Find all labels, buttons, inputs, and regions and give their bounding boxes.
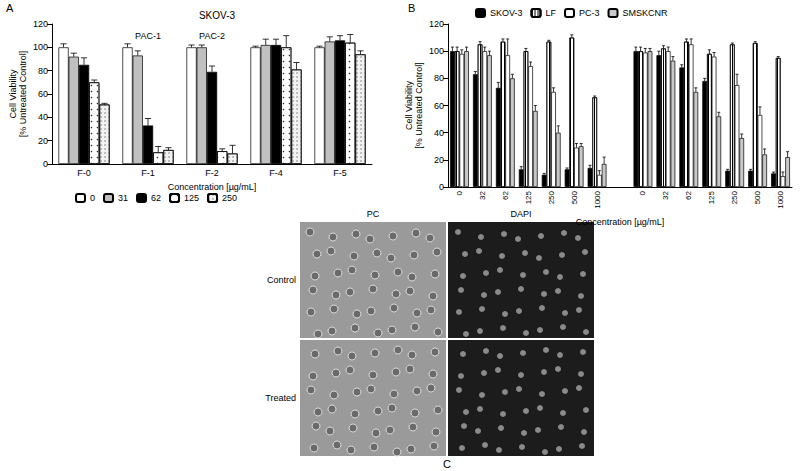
svg-text:62: 62 bbox=[684, 190, 693, 199]
svg-text:Treated: Treated bbox=[265, 393, 296, 403]
svg-text:20: 20 bbox=[434, 155, 444, 165]
svg-text:SKOV-3: SKOV-3 bbox=[199, 10, 236, 21]
svg-text:PC-3: PC-3 bbox=[579, 8, 600, 18]
svg-text:PAC-1: PAC-1 bbox=[135, 31, 161, 41]
svg-text:125: 125 bbox=[524, 190, 533, 204]
svg-text:32: 32 bbox=[661, 190, 670, 199]
svg-text:PAC-2: PAC-2 bbox=[199, 31, 225, 41]
svg-text:0: 0 bbox=[43, 159, 48, 169]
svg-text:Control: Control bbox=[267, 275, 296, 285]
svg-text:250: 250 bbox=[730, 190, 739, 204]
svg-text:Concentration [µg/mL]: Concentration [µg/mL] bbox=[576, 217, 665, 227]
svg-text:120: 120 bbox=[33, 19, 48, 29]
svg-text:100: 100 bbox=[429, 46, 444, 56]
svg-text:0: 0 bbox=[90, 193, 95, 203]
svg-text:32: 32 bbox=[478, 190, 487, 199]
svg-text:40: 40 bbox=[38, 112, 48, 122]
svg-text:Concentration [µg/mL]: Concentration [µg/mL] bbox=[168, 182, 257, 192]
svg-text:0: 0 bbox=[439, 182, 444, 192]
svg-text:C: C bbox=[443, 458, 451, 470]
svg-text:SMSKCNR: SMSKCNR bbox=[623, 8, 669, 18]
svg-text:80: 80 bbox=[38, 66, 48, 76]
svg-text:1000: 1000 bbox=[593, 190, 602, 208]
svg-text:SKOV-3: SKOV-3 bbox=[490, 8, 523, 18]
svg-text:60: 60 bbox=[434, 101, 444, 111]
svg-text:500: 500 bbox=[570, 190, 579, 204]
svg-text:40: 40 bbox=[434, 128, 444, 138]
svg-text:B: B bbox=[408, 2, 415, 14]
svg-text:A: A bbox=[6, 2, 14, 14]
svg-text:120: 120 bbox=[429, 19, 444, 29]
svg-text:F-0: F-0 bbox=[77, 168, 91, 178]
svg-text:250: 250 bbox=[547, 190, 556, 204]
svg-text:F-4: F-4 bbox=[269, 168, 283, 178]
svg-text:F-2: F-2 bbox=[205, 168, 219, 178]
svg-text:Cell Viability: Cell Viability bbox=[404, 81, 414, 130]
svg-text:500: 500 bbox=[753, 190, 762, 204]
svg-text:250: 250 bbox=[222, 193, 237, 203]
svg-text:31: 31 bbox=[118, 193, 128, 203]
svg-text:60: 60 bbox=[38, 89, 48, 99]
svg-text:62: 62 bbox=[501, 190, 510, 199]
svg-text:100: 100 bbox=[33, 42, 48, 52]
svg-text:125: 125 bbox=[184, 193, 199, 203]
svg-text:0: 0 bbox=[638, 190, 647, 195]
svg-text:80: 80 bbox=[434, 73, 444, 83]
svg-text:0: 0 bbox=[455, 190, 464, 195]
svg-text:[% Untreated Control]: [% Untreated Control] bbox=[18, 51, 28, 138]
svg-text:LF: LF bbox=[546, 8, 557, 18]
svg-text:Cell Viability: Cell Viability bbox=[8, 69, 18, 118]
svg-text:F-5: F-5 bbox=[333, 168, 347, 178]
svg-text:1000: 1000 bbox=[776, 190, 785, 208]
svg-text:DAPI: DAPI bbox=[510, 209, 531, 219]
svg-text:PC: PC bbox=[367, 209, 380, 219]
svg-text:125: 125 bbox=[707, 190, 716, 204]
svg-text:62: 62 bbox=[151, 193, 161, 203]
svg-text:[% Untreated Control]: [% Untreated Control] bbox=[414, 62, 424, 149]
svg-text:20: 20 bbox=[38, 136, 48, 146]
svg-text:F-1: F-1 bbox=[141, 168, 155, 178]
